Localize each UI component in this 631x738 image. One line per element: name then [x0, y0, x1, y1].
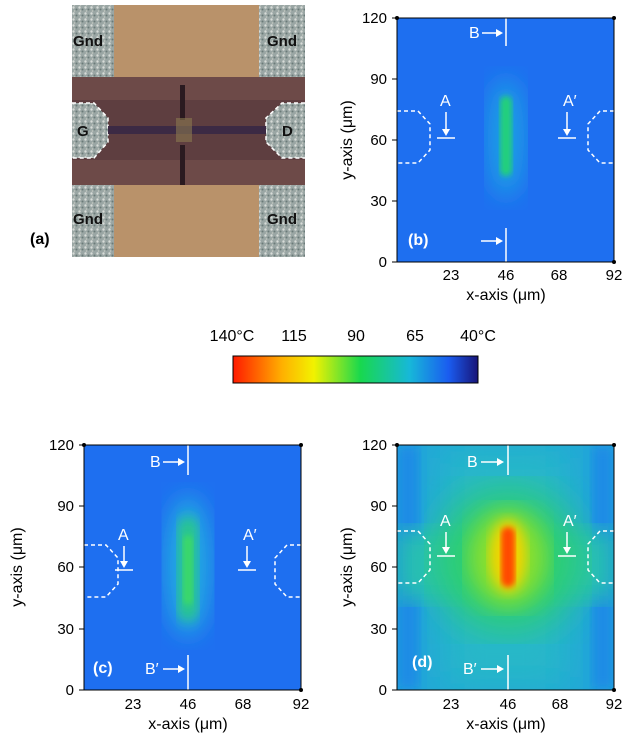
y-tick-60: 60	[370, 559, 387, 576]
x-tick-68: 68	[552, 696, 569, 713]
pad-gate	[72, 103, 108, 158]
pad-bottom-left	[72, 185, 114, 257]
y-tick-30: 30	[57, 621, 74, 638]
y-tick-0: 0	[379, 254, 387, 271]
y-tick-120: 120	[49, 437, 74, 454]
y-tick-0: 0	[379, 682, 387, 699]
pad-bottom-right	[259, 185, 305, 257]
x-axis-label: x-axis (μm)	[148, 716, 227, 733]
colorbar: 140°C 115 90 65 40°C	[210, 328, 496, 384]
axis-d: 0 30 60 90 120 23 46 68 92 x-axis (μm) y…	[339, 437, 622, 733]
panel-c-label: (c)	[93, 660, 113, 677]
colorbar-label-140: 140°C	[210, 328, 255, 345]
x-tick-46: 46	[180, 696, 197, 713]
y-tick-120: 120	[362, 437, 387, 454]
marker-b-bottom: B′	[145, 661, 159, 678]
x-tick-23: 23	[125, 696, 142, 713]
x-axis-label: x-axis (μm)	[466, 716, 545, 733]
y-tick-90: 90	[370, 498, 387, 515]
pad-label-bottom-right: Gnd	[267, 211, 297, 228]
x-tick-23: 23	[443, 267, 460, 284]
y-tick-90: 90	[57, 498, 74, 515]
y-tick-0: 0	[66, 682, 74, 699]
y-axis-label: y-axis (μm)	[339, 100, 356, 179]
marker-a-left: A	[118, 527, 129, 544]
pad-label-gate: G	[77, 123, 89, 140]
marker-a-right: A′	[563, 93, 577, 110]
pad-label-top-left: Gnd	[73, 33, 103, 50]
colorbar-label-90: 90	[347, 328, 365, 345]
panel-a: Gnd Gnd G D Gnd Gnd (a)	[30, 5, 305, 257]
pad-top-right	[259, 5, 305, 77]
pad-drain	[266, 103, 305, 158]
panel-b: B A A′ (b) 0 30 60 90 120 23 46 68 92 x-…	[339, 10, 622, 304]
marker-a-right: A′	[243, 527, 257, 544]
y-tick-30: 30	[370, 193, 387, 210]
marker-b-bottom: B′	[463, 661, 477, 678]
panel-a-label: (a)	[30, 231, 50, 248]
marker-b-top: B	[150, 454, 161, 471]
y-axis-label: y-axis (μm)	[9, 527, 26, 606]
x-axis-label: x-axis (μm)	[466, 287, 545, 304]
pad-label-bottom-left: Gnd	[73, 211, 103, 228]
panel-b-label: (b)	[408, 232, 428, 249]
marker-b-top: B	[467, 454, 478, 471]
hotspot-b	[500, 96, 512, 176]
pad-label-drain: D	[282, 123, 293, 140]
x-tick-46: 46	[498, 267, 515, 284]
pad-label-top-right: Gnd	[267, 33, 297, 50]
y-tick-90: 90	[370, 71, 387, 88]
marker-b-top: B	[469, 25, 480, 42]
x-tick-23: 23	[443, 696, 460, 713]
y-tick-60: 60	[57, 559, 74, 576]
panel-d: B B′ A A′ (d) 0 30 60 90 120 23 46 68 92…	[339, 437, 622, 733]
panel-c: B B′ A A′ (c) 0 30 60 90 120 23 46 68 92…	[9, 437, 309, 733]
marker-a-right: A′	[563, 513, 577, 530]
y-axis-label: y-axis (μm)	[339, 527, 356, 606]
x-tick-92: 92	[606, 696, 623, 713]
pad-top-left	[72, 5, 114, 77]
y-tick-120: 120	[362, 10, 387, 27]
x-tick-68: 68	[235, 696, 252, 713]
axis-b: 0 30 60 90 120 23 46 68 92 x-axis (μm) y…	[339, 10, 622, 304]
x-tick-92: 92	[293, 696, 310, 713]
colorbar-label-40: 40°C	[460, 328, 496, 345]
hotspot-d	[501, 527, 515, 587]
marker-a-left: A	[440, 513, 451, 530]
panel-d-label: (d)	[412, 654, 432, 671]
colorbar-label-65: 65	[406, 328, 424, 345]
x-tick-68: 68	[551, 267, 568, 284]
x-tick-46: 46	[500, 696, 517, 713]
colorbar-label-115: 115	[281, 328, 307, 345]
x-tick-92: 92	[606, 267, 623, 284]
marker-a-left: A	[440, 93, 451, 110]
y-tick-60: 60	[370, 132, 387, 149]
y-tick-30: 30	[370, 621, 387, 638]
colorbar-gradient	[232, 355, 479, 384]
axis-c: 0 30 60 90 120 23 46 68 92 x-axis (μm) y…	[9, 437, 309, 733]
